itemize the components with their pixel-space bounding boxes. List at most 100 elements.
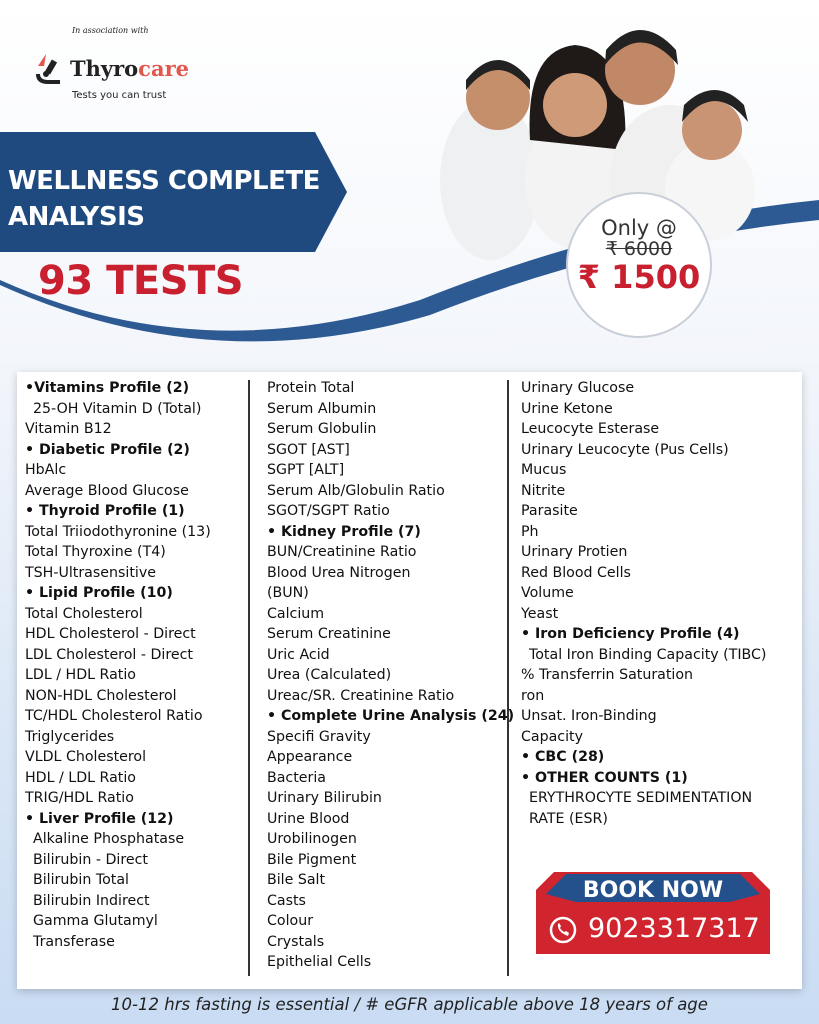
test-item: TRIG/HDL Ratio (25, 790, 134, 806)
column-divider (507, 380, 509, 976)
book-now-label[interactable]: BOOK NOW (582, 878, 724, 903)
test-item: Bacteria (267, 769, 326, 786)
test-item: BUN/Creatinine Ratio (267, 544, 417, 560)
test-item: Unsat. Iron-Binding (521, 708, 657, 724)
test-item: Urine Ketone (521, 400, 613, 417)
test-item: Bilirubin Total (33, 872, 129, 888)
package-title: WELLNESS COMPLETE ANALYSIS (8, 166, 320, 232)
test-item: Urobilinogen (267, 831, 357, 847)
test-item: Epithelial Cells (267, 954, 372, 970)
test-item: LDL Cholesterol - Direct (25, 646, 193, 663)
test-item: Gamma Glutamyl (33, 913, 158, 929)
test-item: ERYTHROCYTE SEDIMENTATION (529, 790, 753, 806)
original-price: ₹ 6000 (605, 238, 673, 260)
test-item: Crystals (267, 933, 325, 950)
test-category-heading: •Vitamins Profile (2) (25, 380, 190, 396)
price-badge: Only @ ₹ 6000 ₹ 1500 (566, 192, 712, 338)
test-item: Serum Albumin (267, 400, 377, 417)
test-item: Vitamin B12 (25, 421, 112, 437)
test-item: Ureac/SR. Creatinine Ratio (267, 687, 455, 704)
price-prefix: Only @ (601, 216, 677, 240)
test-item: Urea (Calculated) (267, 667, 392, 683)
test-category-heading: • Kidney Profile (7) (267, 523, 421, 540)
test-item: Serum Alb/Globulin Ratio (267, 482, 445, 499)
test-item: Uric Acid (267, 646, 330, 663)
test-item: SGPT [ALT] (267, 462, 345, 478)
test-item: Urinary Leucocyte (Pus Cells) (521, 441, 729, 458)
test-category-heading: • Thyroid Profile (1) (25, 503, 185, 519)
test-category-heading: • Iron Deficiency Profile (4) (521, 626, 740, 642)
test-item: Total Cholesterol (25, 605, 143, 622)
test-item: Specifi Gravity (267, 728, 371, 745)
test-item: Colour (267, 913, 314, 929)
test-item: HDL Cholesterol - Direct (25, 626, 196, 642)
test-item: Volume (521, 585, 574, 601)
association-text: In association with (72, 26, 149, 35)
test-column-3: Urinary Glucose Urine Ketone Leucocyte Est… (521, 378, 766, 829)
test-item: Total Triiodothyronine (13) (25, 523, 211, 540)
test-category-heading: • Diabetic Profile (2) (25, 441, 190, 458)
offer-price: ₹ 1500 (577, 258, 701, 296)
test-item: Ph (521, 523, 539, 540)
test-item: SGOT [AST] (267, 441, 350, 458)
test-item: Serum Creatinine (267, 626, 391, 642)
test-item: Total Thyroxine (T4) (25, 544, 166, 560)
test-column-2: Protein Total Serum Albumin Serum Globulin… (267, 378, 514, 973)
test-item: Total Iron Binding Capacity (TIBC) (529, 646, 767, 663)
test-item: Parasite (521, 503, 578, 519)
test-item: HbAlc (25, 462, 67, 478)
test-item: Urine Blood (267, 810, 350, 827)
test-item: VLDL Cholesterol (25, 749, 147, 765)
title-banner (0, 132, 347, 252)
phone-number[interactable]: 9023317317 (588, 913, 760, 944)
test-item: Urinary Glucose (521, 380, 635, 396)
test-item: Yeast (521, 605, 559, 622)
test-item: NON-HDL Cholesterol (25, 687, 177, 704)
test-item: Transferase (33, 933, 115, 950)
test-item: Casts (267, 892, 306, 909)
test-item: % Transferrin Saturation (521, 667, 694, 683)
test-item: Mucus (521, 462, 567, 478)
footer-note: 10-12 hrs fasting is essential / # eGFR … (111, 995, 708, 1014)
test-item: Blood Urea Nitrogen (267, 564, 411, 581)
test-item: (BUN) (267, 585, 309, 601)
test-category-heading: • OTHER COUNTS (1) (521, 769, 688, 786)
test-item: Red Blood Cells (521, 564, 631, 581)
test-item: Leucocyte Esterase (521, 421, 660, 437)
test-item: Appearance (267, 749, 353, 765)
test-category-heading: • Liver Profile (12) (25, 810, 174, 827)
test-count: 93 TESTS (38, 258, 244, 304)
test-item: Bile Pigment (267, 851, 357, 868)
test-item: HDL / LDL Ratio (25, 769, 136, 786)
test-item: Triglycerides (25, 728, 115, 745)
phone-icon (549, 916, 577, 944)
book-now-button[interactable] (536, 872, 770, 954)
test-item: Nitrite (521, 482, 566, 499)
test-item: SGOT/SGPT Ratio (267, 503, 390, 519)
test-item: Serum Globulin (267, 421, 377, 437)
test-item: ron (521, 687, 545, 704)
test-item: Alkaline Phosphatase (33, 831, 185, 847)
thyrocare-logo: Thyrocare (34, 52, 189, 84)
test-item: RATE (ESR) (529, 810, 608, 827)
test-item: 25-OH Vitamin D (Total) (33, 400, 202, 417)
test-item: TSH-Ultrasensitive (25, 564, 156, 581)
brand-name: Thyrocare (70, 55, 189, 81)
test-item: Calcium (267, 605, 325, 622)
test-item: Urinary Protien (521, 544, 628, 560)
column-divider (248, 380, 250, 976)
test-item: Urinary Bilirubin (267, 790, 382, 806)
test-category-heading: • CBC (28) (521, 749, 605, 765)
test-item: Bilirubin Indirect (33, 892, 150, 909)
test-item: Bile Salt (267, 872, 326, 888)
test-item: TC/HDL Cholesterol Ratio (25, 708, 203, 724)
test-item: Protein Total (267, 380, 355, 396)
test-category-heading: • Lipid Profile (10) (25, 585, 173, 601)
test-item: Average Blood Glucose (25, 482, 189, 499)
test-item: LDL / HDL Ratio (25, 667, 136, 683)
test-item: Bilirubin - Direct (33, 851, 148, 868)
tagline: Tests you can trust (72, 90, 167, 101)
microscope-drop-icon (36, 54, 60, 84)
test-item: Capacity (521, 728, 584, 745)
test-category-heading: • Complete Urine Analysis (24) (267, 708, 515, 724)
